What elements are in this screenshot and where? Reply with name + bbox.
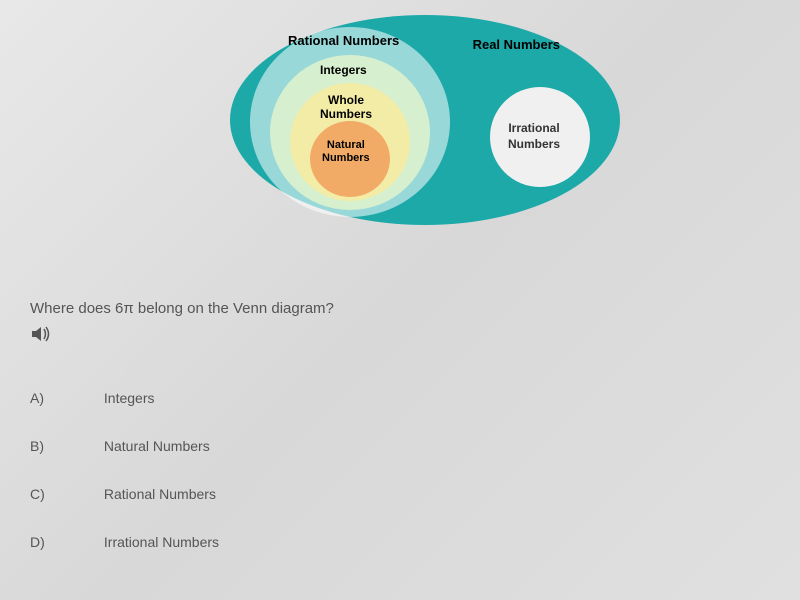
option-b[interactable]: B) Natural Numbers — [30, 438, 219, 454]
option-a[interactable]: A) Integers — [30, 390, 219, 406]
option-text: Integers — [104, 390, 155, 406]
natural-numbers-label: NaturalNumbers — [322, 139, 370, 165]
natural-numbers-circle: NaturalNumbers — [310, 121, 390, 197]
real-numbers-label: Real Numbers — [473, 37, 560, 52]
option-text: Natural Numbers — [104, 438, 210, 454]
option-letter: A) — [30, 390, 100, 406]
option-letter: D) — [30, 534, 100, 550]
answer-options: A) Integers B) Natural Numbers C) Ration… — [30, 390, 219, 582]
integers-circle: Integers WholeNumbers NaturalNumbers — [270, 55, 430, 210]
integers-label: Integers — [320, 63, 367, 77]
irrational-numbers-circle: IrrationalNumbers — [490, 87, 590, 187]
option-c[interactable]: C) Rational Numbers — [30, 486, 219, 502]
question-text: Where does 6π belong on the Venn diagram… — [30, 300, 334, 317]
option-text: Irrational Numbers — [104, 534, 219, 550]
option-letter: B) — [30, 438, 100, 454]
whole-numbers-circle: WholeNumbers NaturalNumbers — [290, 83, 410, 201]
audio-icon[interactable] — [30, 325, 52, 348]
real-numbers-ellipse: Real Numbers Rational Numbers Integers W… — [230, 15, 620, 225]
option-text: Rational Numbers — [104, 486, 216, 502]
option-letter: C) — [30, 486, 100, 502]
irrational-numbers-label: IrrationalNumbers — [508, 121, 560, 152]
rational-numbers-circle: Rational Numbers Integers WholeNumbers N… — [250, 27, 450, 217]
venn-diagram: Real Numbers Rational Numbers Integers W… — [230, 10, 620, 230]
whole-numbers-label: WholeNumbers — [320, 93, 372, 122]
rational-numbers-label: Rational Numbers — [288, 33, 399, 48]
option-d[interactable]: D) Irrational Numbers — [30, 534, 219, 550]
